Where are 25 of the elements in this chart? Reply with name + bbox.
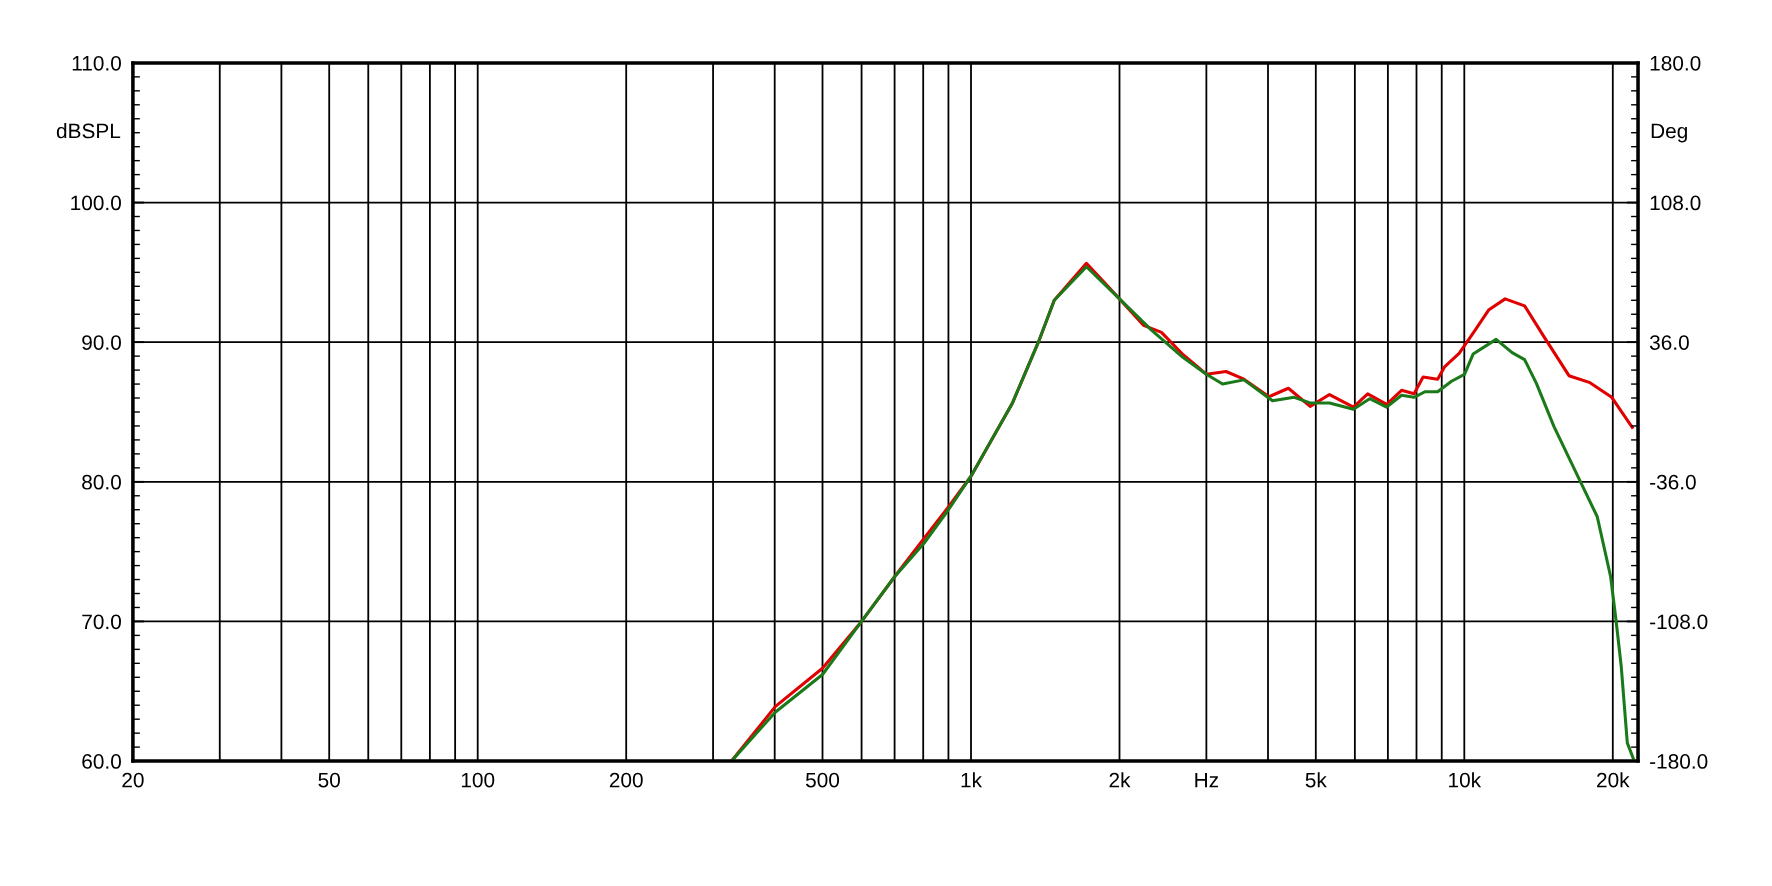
y2-tick-label: -180.0 [1650,754,1708,769]
x-tick-label: 500 [805,772,840,788]
x-tick-label: 200 [609,772,643,788]
y-tick-label: 80.0 [82,474,121,490]
x-tick-label: 2k [1109,772,1131,788]
y2-tick-label: 108.0 [1650,195,1701,211]
x-tick-label: 1k [961,772,983,788]
y-tick-label: 90.0 [82,335,121,350]
y2-tick-label: 36.0 [1649,335,1689,350]
x-tick-label: 10k [1449,772,1482,788]
y2-tick-label: 180.0 [1650,55,1701,71]
x-tick-label: 20 [122,772,144,788]
y2-tick-label: -108.0 [1650,614,1708,630]
y2-tick-label: -36.0 [1650,474,1696,490]
x-tick-label: 50 [318,772,340,788]
y-tick-label: 60.0 [82,754,121,769]
y-tick-label: 100.0 [71,195,121,211]
y2-axis-title: Deg [1651,123,1687,143]
x-tick-label: 20k [1597,772,1630,788]
y-axis-title: dBSPL [56,123,121,139]
y-tick-label: 110.0 [72,55,121,71]
y-tick-label: 70.0 [82,614,121,630]
x-tick-label: 100 [461,772,495,788]
x-tick-label: 5k [1305,772,1327,788]
x-tick-label: Hz [1195,772,1219,788]
